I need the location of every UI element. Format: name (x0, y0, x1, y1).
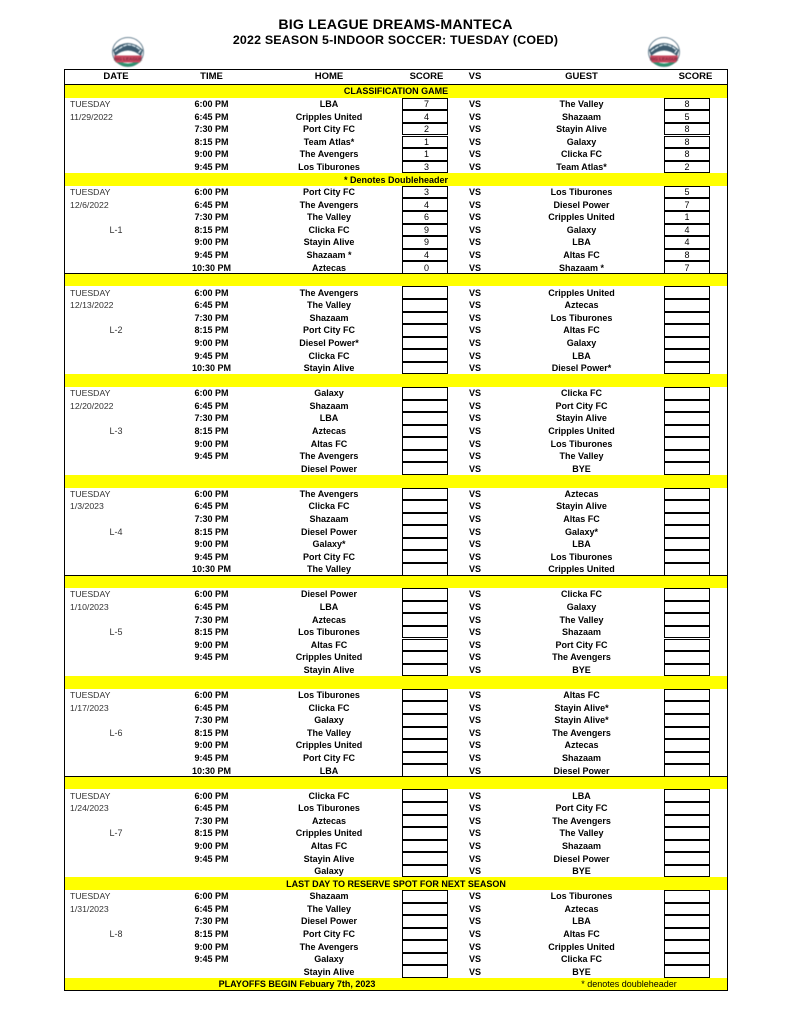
svg-text:BIG LEAGUE: BIG LEAGUE (650, 56, 679, 61)
svg-text:BIG LEAGUE: BIG LEAGUE (114, 56, 143, 61)
